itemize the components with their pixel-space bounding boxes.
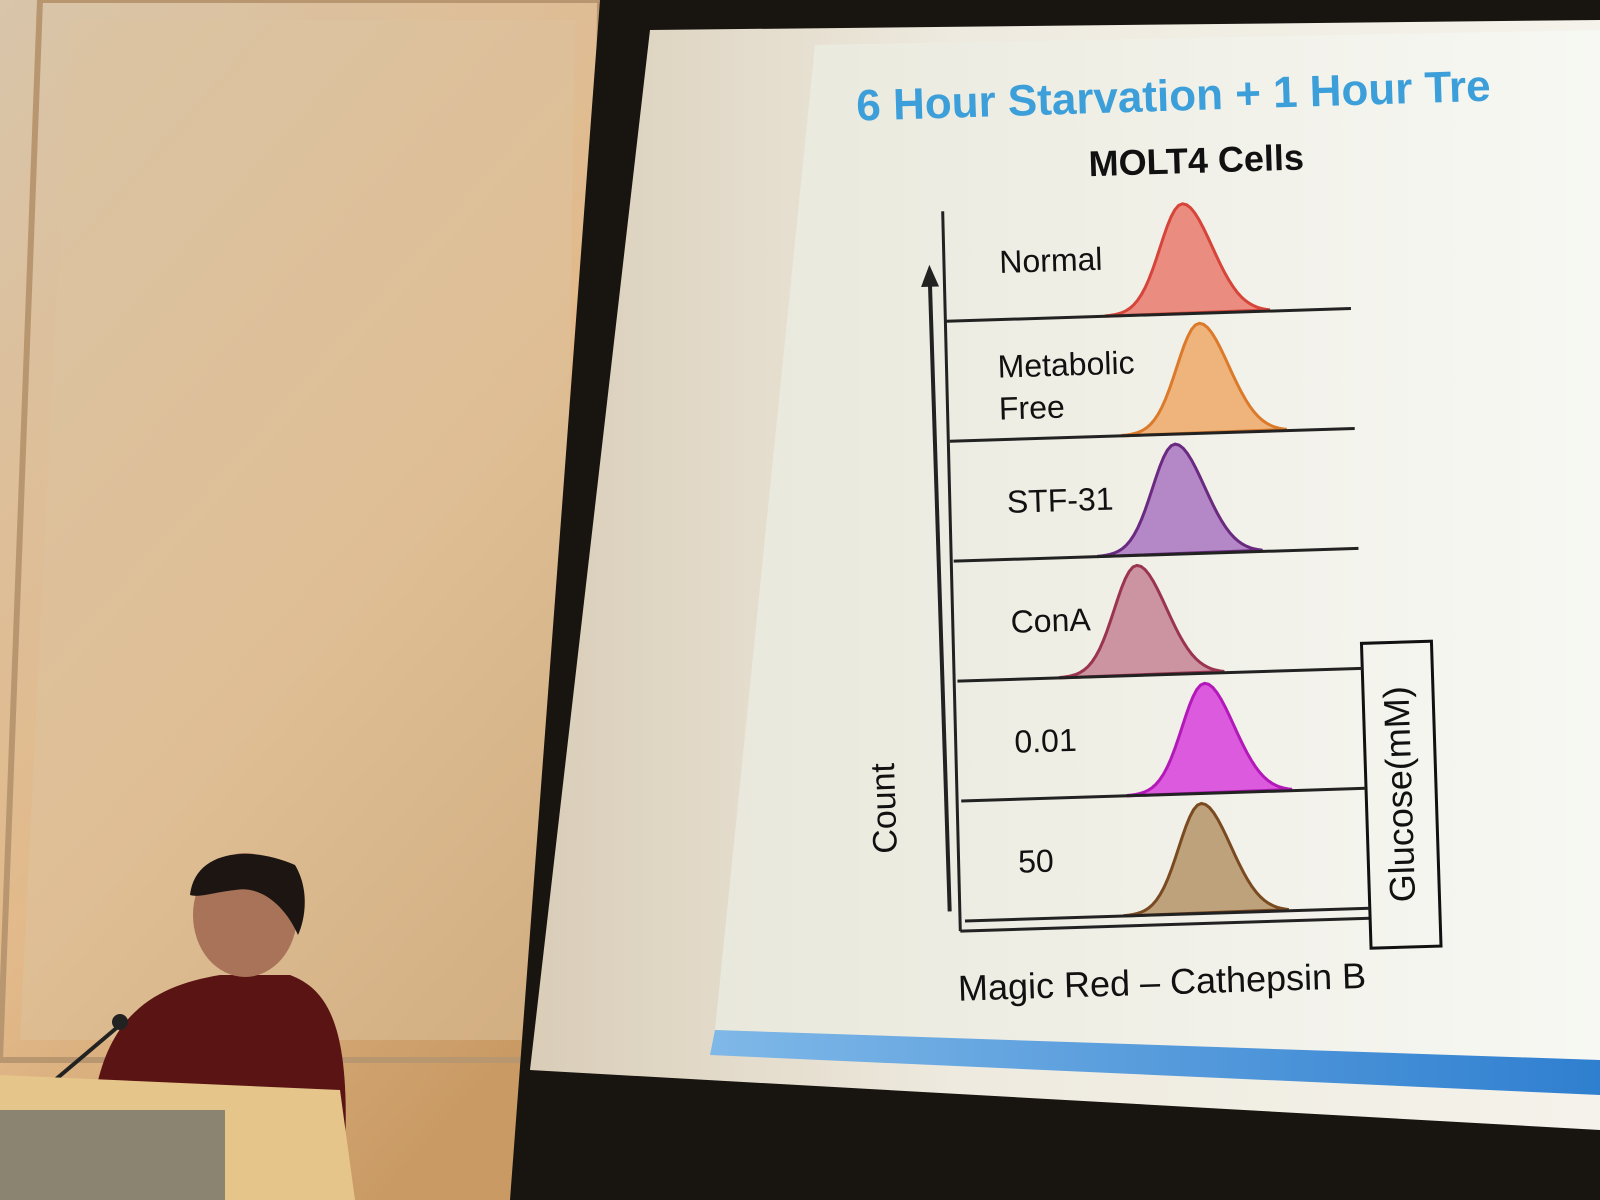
row-label: STF-31 [1006,481,1114,520]
row-label: 50 [1018,843,1055,880]
rows: Normal MetabolicFree STF-31 ConA 0.01 50 [946,202,1370,923]
row-baseline [957,666,1363,683]
mic-head [112,1014,128,1030]
histogram [1126,681,1293,798]
group-label: Glucose(mM) [1375,686,1423,903]
histogram [1097,442,1263,559]
group-box [1359,639,1443,950]
arrow-head [921,264,940,288]
count-arrow [927,281,952,912]
podium-front [0,1110,225,1200]
row-baseline [964,906,1370,923]
y-axis-label: Count [864,762,905,854]
row-label: 0.01 [1014,722,1077,760]
slide-band [710,1030,1600,1095]
row-baseline [946,307,1351,323]
row-label: ConA [1010,601,1092,640]
histogram [1121,321,1287,438]
hair [190,853,305,935]
row-baseline [961,786,1367,803]
row-baseline [953,546,1359,563]
histogram [1104,202,1271,318]
microphone [53,1023,122,1082]
histogram [1123,801,1290,918]
row-label: MetabolicFree [997,345,1136,427]
wall-panel-inner [20,20,575,1040]
chart-title: MOLT4 Cells [1088,136,1305,184]
row-label: Normal [999,241,1103,280]
row-baseline [949,426,1355,443]
y-axis [941,211,962,932]
histogram [1058,563,1225,680]
x-axis [960,916,1371,933]
